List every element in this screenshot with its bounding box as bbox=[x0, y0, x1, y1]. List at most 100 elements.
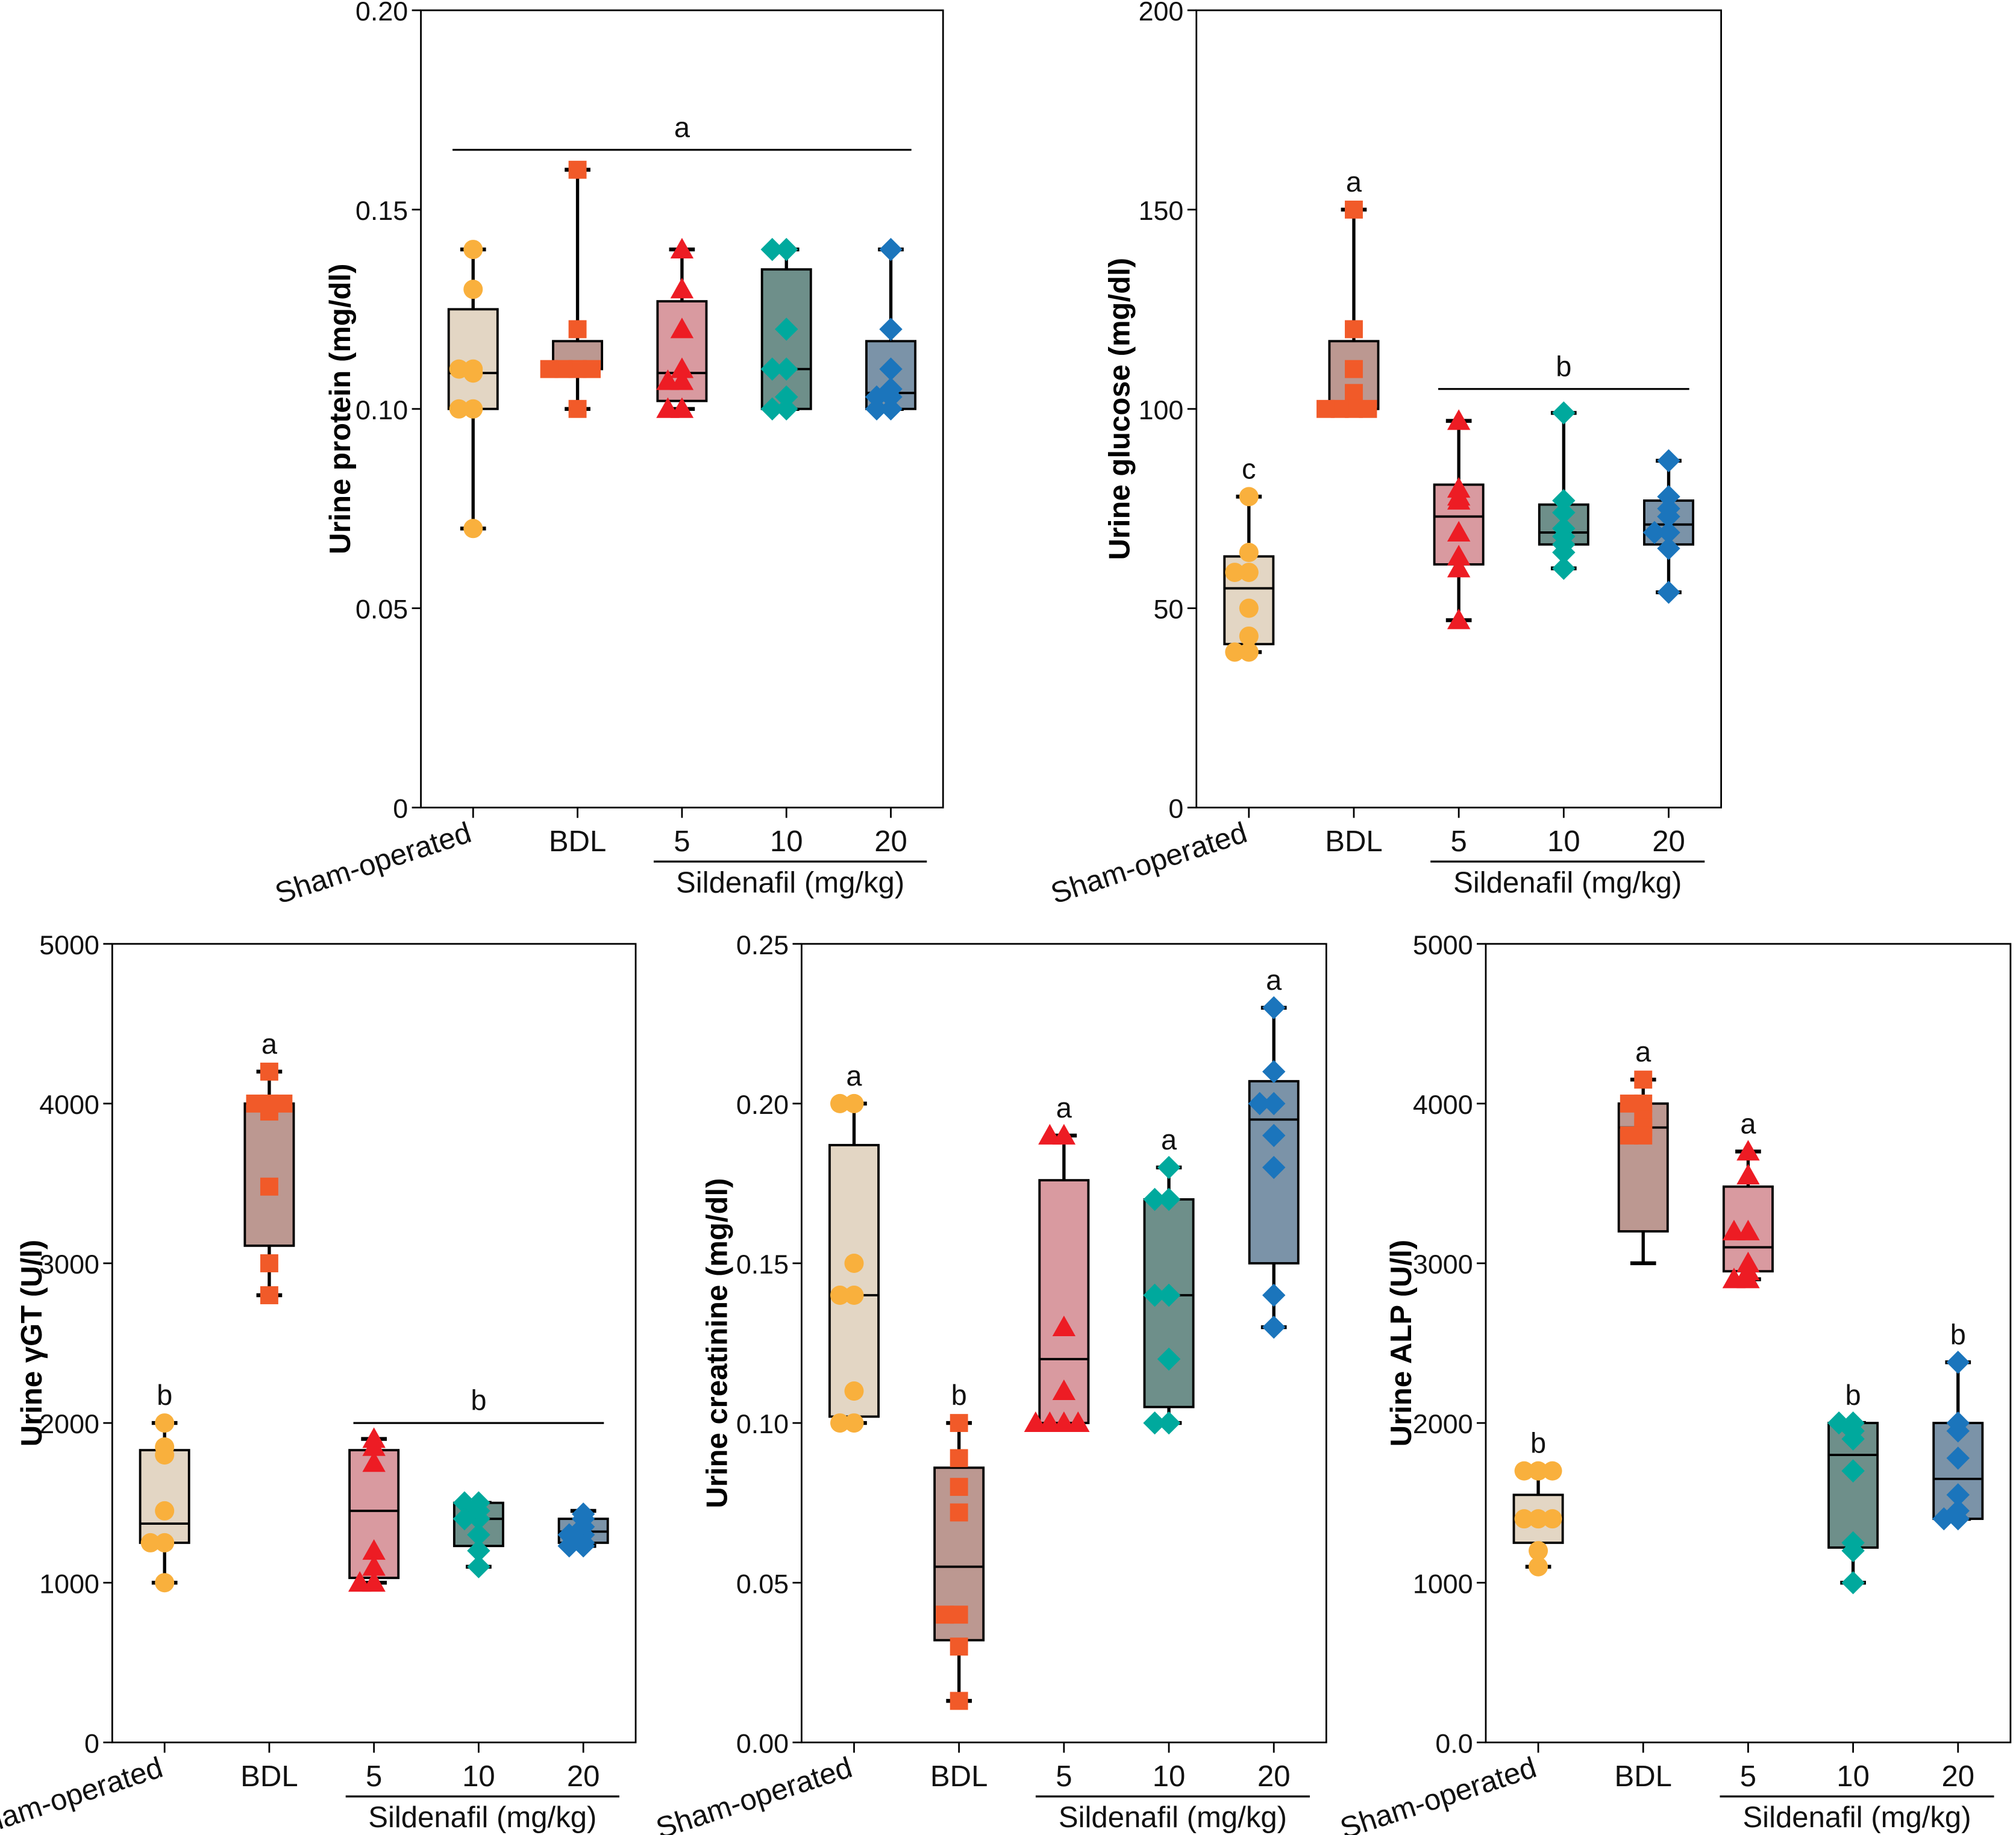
data-point bbox=[1447, 520, 1471, 542]
data-point bbox=[463, 240, 483, 260]
data-point bbox=[568, 320, 587, 339]
treatment-label: Sildenafil (mg/kg) bbox=[1059, 1801, 1287, 1834]
data-point bbox=[1225, 563, 1245, 583]
y-axis-label: Urine γGT (U/l) bbox=[16, 1240, 48, 1447]
data-point bbox=[1542, 1509, 1562, 1529]
data-point bbox=[155, 1501, 175, 1521]
data-point bbox=[1239, 487, 1259, 507]
data-point bbox=[830, 1285, 850, 1305]
chart-panel-0: 0 0.05 0.10 0.15 0.20 Urine protein (mg/dl) Sh… bbox=[271, 0, 944, 910]
significance-letter: c bbox=[1242, 452, 1256, 484]
data-point bbox=[656, 369, 680, 390]
significance-letter: a bbox=[1266, 964, 1282, 996]
data-point bbox=[1262, 1092, 1286, 1116]
significance-letter: b bbox=[1950, 1318, 1966, 1350]
y-tick-label: 0.15 bbox=[355, 196, 408, 226]
significance-letter: b bbox=[471, 1384, 486, 1416]
chart-panel-2: 0 1000 2000 3000 4000 5000 Urine γGT (U/l) b Sha… bbox=[0, 930, 637, 1835]
data-point bbox=[670, 357, 694, 378]
data-point bbox=[1736, 1163, 1760, 1185]
y-axis-label: Urine creatinine (mg/dl) bbox=[701, 1178, 734, 1508]
data-point bbox=[1657, 580, 1680, 604]
data-point bbox=[452, 1507, 477, 1531]
data-point bbox=[1722, 1268, 1746, 1289]
data-point bbox=[1038, 1124, 1062, 1145]
x-label-group: 20 bbox=[1941, 1760, 1974, 1793]
x-label-group: 10 bbox=[1153, 1760, 1186, 1793]
data-point bbox=[1262, 1155, 1286, 1180]
data-point bbox=[155, 1445, 175, 1465]
data-point bbox=[1345, 320, 1363, 339]
y-tick-label: 4000 bbox=[39, 1090, 99, 1120]
x-label-sham: Sham-operated bbox=[1336, 1751, 1540, 1835]
x-label-group: BDL bbox=[549, 825, 606, 858]
data-point bbox=[844, 1413, 864, 1433]
y-tick-label: 200 bbox=[1139, 0, 1184, 27]
y-tick-label: 1000 bbox=[1413, 1569, 1473, 1599]
plot-frame bbox=[111, 943, 637, 1743]
data-point bbox=[260, 1102, 278, 1121]
y-tick-label: 0.10 bbox=[736, 1409, 789, 1439]
data-point bbox=[1447, 409, 1471, 430]
data-point bbox=[1946, 1419, 1970, 1443]
treatment-label: Sildenafil (mg/kg) bbox=[368, 1801, 596, 1834]
data-point bbox=[1736, 1140, 1760, 1161]
data-point bbox=[830, 1413, 850, 1433]
box-group-4: b 20 bbox=[1932, 1318, 1984, 1793]
plot-frame bbox=[1195, 9, 1722, 808]
box-group-2: a5 bbox=[1722, 1108, 1774, 1793]
data-point bbox=[950, 1449, 968, 1468]
x-label-group: 10 bbox=[462, 1760, 495, 1793]
y-axis-label: Urine glucose (mg/dl) bbox=[1104, 258, 1136, 560]
data-point bbox=[1345, 384, 1363, 402]
data-point bbox=[1447, 485, 1471, 506]
y-axis-label: Urine ALP (U/l) bbox=[1385, 1240, 1418, 1447]
x-label-sham: Sham-operated bbox=[271, 816, 475, 910]
data-point bbox=[950, 1478, 968, 1496]
data-point bbox=[1529, 1541, 1548, 1561]
x-label-sham: Sham-operated bbox=[652, 1751, 856, 1835]
box-group-0: b Sham-operated bbox=[0, 1379, 190, 1835]
box-group-3: a 10 bbox=[1143, 1124, 1195, 1793]
significance-letter: b bbox=[157, 1379, 172, 1411]
data-point bbox=[865, 385, 889, 409]
box-group-1: BDL bbox=[540, 160, 606, 858]
data-point bbox=[1841, 1571, 1865, 1595]
x-label-group: BDL bbox=[930, 1760, 988, 1793]
data-point bbox=[449, 399, 469, 419]
data-point bbox=[1447, 608, 1471, 630]
y-tick-label: 0.0 bbox=[1435, 1728, 1473, 1758]
data-point bbox=[1052, 1315, 1076, 1336]
x-label-group: 10 bbox=[1547, 825, 1580, 858]
box-group-0: c Sham-operated bbox=[1047, 452, 1275, 910]
data-point bbox=[1157, 1411, 1181, 1435]
data-point bbox=[1634, 1071, 1653, 1089]
significance-letter: b bbox=[951, 1379, 967, 1411]
box bbox=[447, 308, 499, 410]
x-label-group: 5 bbox=[366, 1760, 382, 1793]
data-point bbox=[1262, 1283, 1286, 1307]
data-point bbox=[568, 399, 587, 418]
y-tick-label: 5000 bbox=[39, 930, 99, 960]
data-point bbox=[362, 1435, 386, 1456]
x-label-group: 20 bbox=[1652, 825, 1685, 858]
data-point bbox=[950, 1414, 968, 1433]
box-group-2: 5 bbox=[656, 237, 708, 858]
data-point bbox=[1239, 598, 1259, 618]
data-point bbox=[950, 1692, 968, 1710]
y-tick-label: 3000 bbox=[39, 1249, 99, 1280]
y-tick-label: 0.15 bbox=[736, 1249, 789, 1280]
data-point bbox=[463, 280, 483, 299]
x-label-group: BDL bbox=[1615, 1760, 1672, 1793]
x-label-group: 20 bbox=[1257, 1760, 1291, 1793]
data-point bbox=[879, 397, 903, 420]
data-point bbox=[865, 397, 889, 420]
data-point bbox=[463, 363, 483, 383]
data-point bbox=[1239, 542, 1259, 563]
data-point bbox=[1529, 1557, 1548, 1577]
data-point bbox=[260, 1062, 278, 1081]
data-point bbox=[260, 1286, 278, 1304]
data-point bbox=[775, 237, 798, 261]
data-point bbox=[1722, 1219, 1746, 1240]
data-point bbox=[1841, 1539, 1865, 1563]
